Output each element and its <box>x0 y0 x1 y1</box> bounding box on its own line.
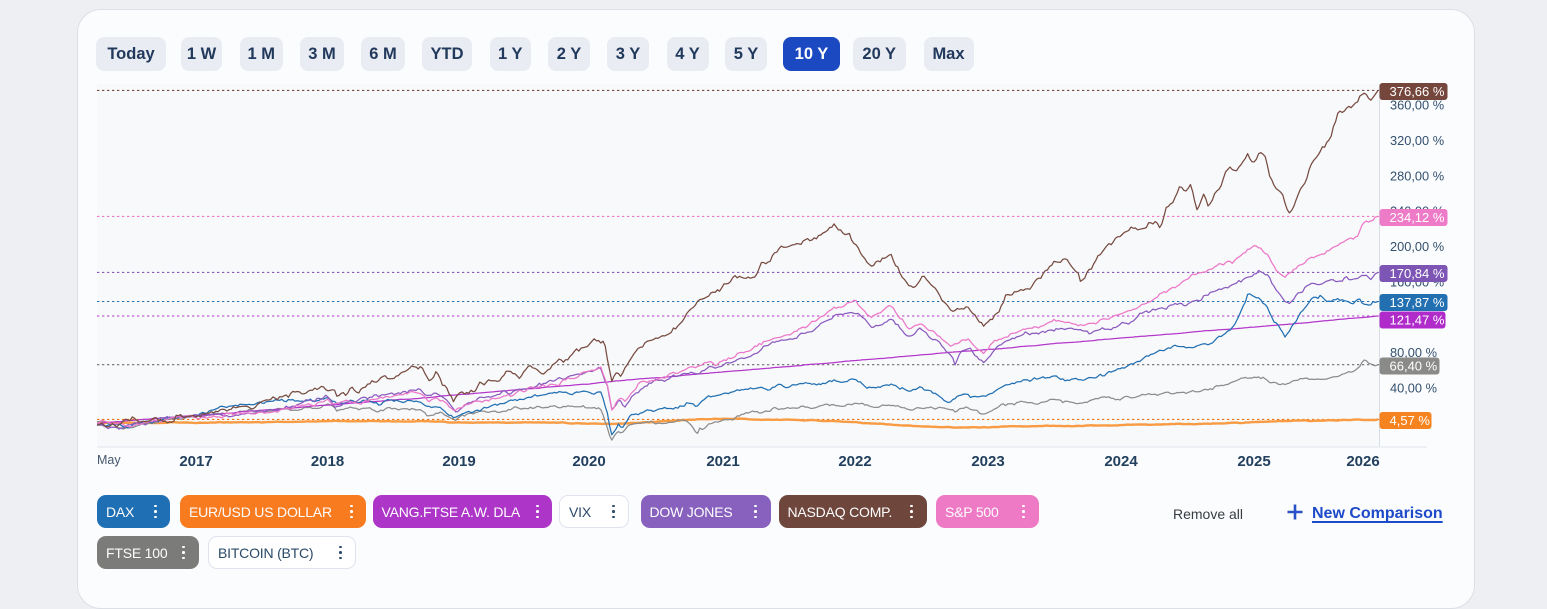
svg-text:2021: 2021 <box>706 453 739 470</box>
svg-text:360,00 %: 360,00 % <box>1390 98 1444 113</box>
svg-text:234,12 %: 234,12 % <box>1390 210 1445 225</box>
svg-text:2017: 2017 <box>179 453 212 470</box>
svg-text:66,40 %: 66,40 % <box>1390 359 1438 374</box>
svg-text:40,00 %: 40,00 % <box>1390 381 1437 396</box>
svg-text:2024: 2024 <box>1104 453 1138 470</box>
svg-text:376,66 %: 376,66 % <box>1390 84 1445 99</box>
svg-text:2018: 2018 <box>311 453 344 470</box>
svg-text:2023: 2023 <box>971 453 1004 470</box>
svg-text:2022: 2022 <box>838 453 871 470</box>
svg-text:137,87 %: 137,87 % <box>1390 295 1445 310</box>
svg-text:121,47 %: 121,47 % <box>1390 313 1445 328</box>
svg-text:2019: 2019 <box>442 453 475 470</box>
svg-text:4,57 %: 4,57 % <box>1390 413 1431 428</box>
svg-text:May: May <box>97 453 121 467</box>
svg-text:200,00 %: 200,00 % <box>1390 239 1444 254</box>
svg-text:320,00 %: 320,00 % <box>1390 133 1444 148</box>
svg-text:2025: 2025 <box>1237 453 1270 470</box>
svg-text:170,84 %: 170,84 % <box>1390 266 1445 281</box>
svg-text:2026: 2026 <box>1346 453 1379 470</box>
svg-text:280,00 %: 280,00 % <box>1390 168 1444 183</box>
svg-text:2020: 2020 <box>572 453 605 470</box>
svg-text:80,00 %: 80,00 % <box>1390 345 1437 360</box>
